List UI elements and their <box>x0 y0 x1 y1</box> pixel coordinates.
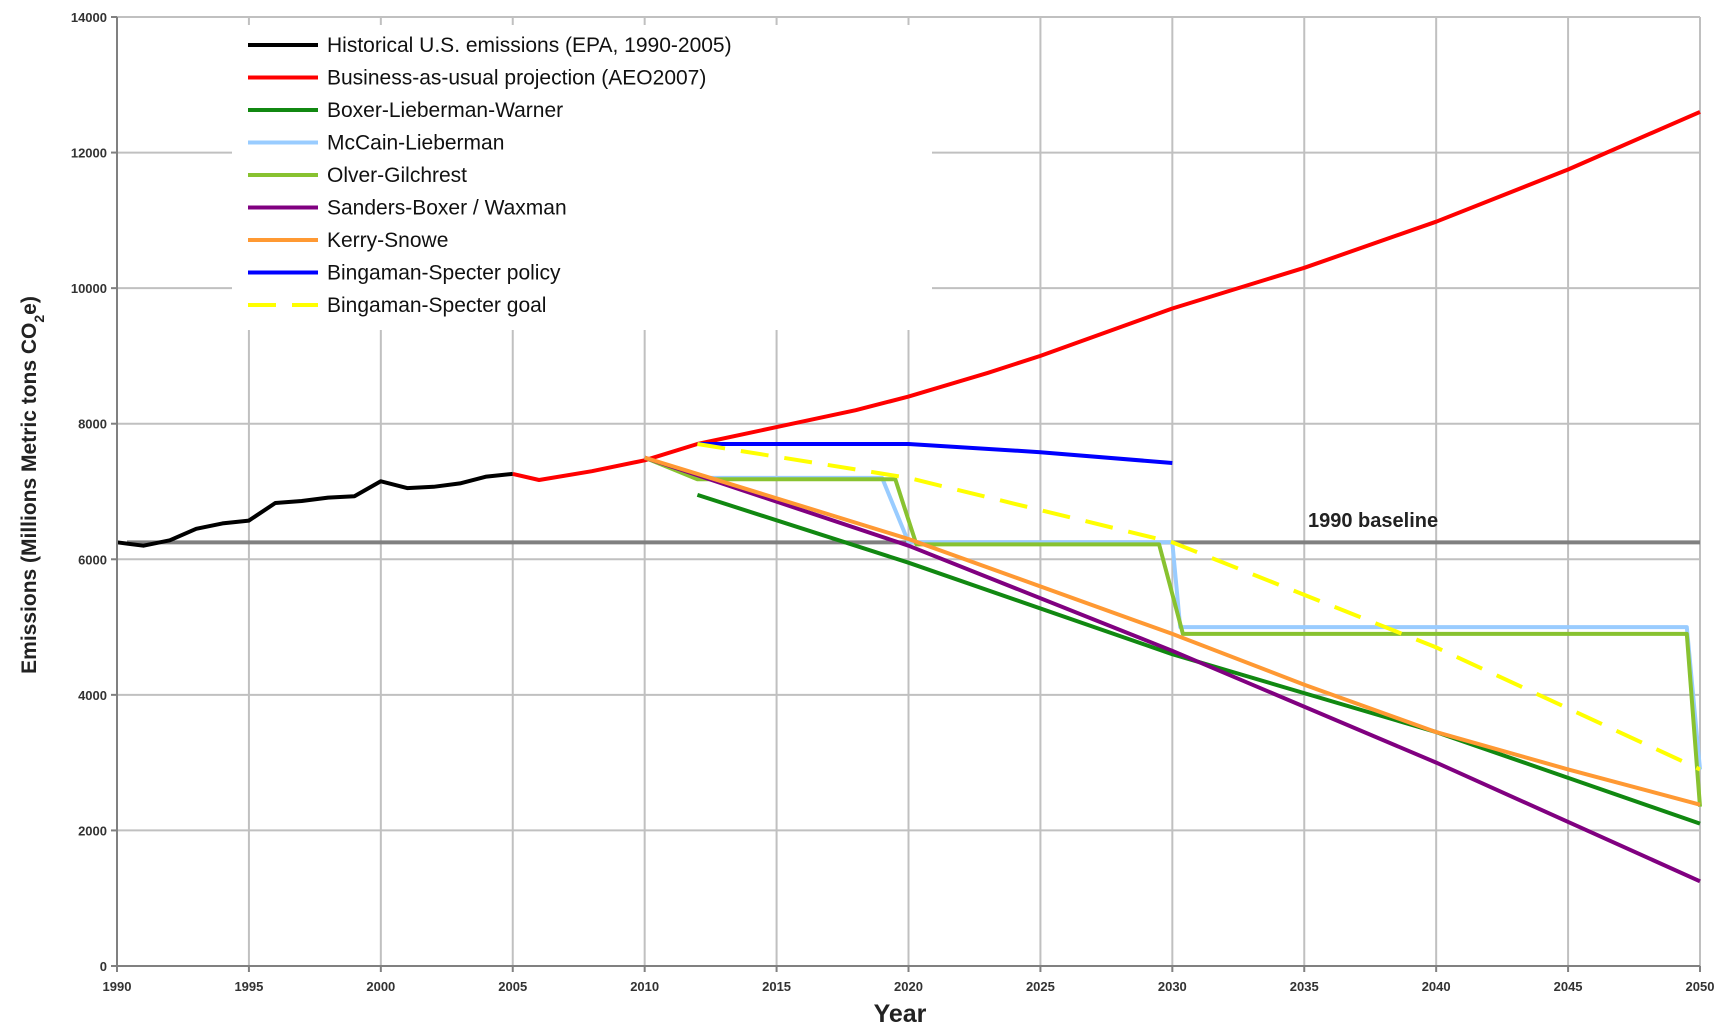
legend-label-8: Bingaman-Specter policy <box>327 262 561 285</box>
legend-label-4: McCain-Lieberman <box>327 132 504 155</box>
x-tick-label-2040: 2040 <box>1422 979 1451 994</box>
legend: Historical U.S. emissions (EPA, 1990-200… <box>232 25 932 330</box>
y-tick-labels: 0 2000 4000 6000 8000 10000 12000 14000 <box>71 10 107 974</box>
x-tick-label-2045: 2045 <box>1554 979 1583 994</box>
legend-label-6: Sanders-Boxer / Waxman <box>327 197 567 220</box>
y-axis-title-main: Emissions (Millions Metric tons CO <box>18 323 41 674</box>
baseline-label: 1990 baseline <box>1308 510 1438 532</box>
series-line-3 <box>696 492 1701 826</box>
x-axis-title: Year <box>874 1000 927 1028</box>
x-tick-label-2020: 2020 <box>894 979 923 994</box>
y-tick-label-12000: 12000 <box>71 146 107 161</box>
series-line-1 <box>116 471 514 548</box>
x-tick-label-1995: 1995 <box>234 979 263 994</box>
y-tick-label-0: 0 <box>100 959 107 974</box>
x-tick-label-2025: 2025 <box>1026 979 1055 994</box>
series-line-7 <box>644 455 1701 807</box>
axes <box>111 16 1701 972</box>
x-tick-label-1990: 1990 <box>103 979 132 994</box>
series-line-9 <box>697 442 1701 772</box>
y-tick-label-2000: 2000 <box>78 823 107 838</box>
y-axis-title-subscript: 2 <box>31 315 47 323</box>
x-tick-label-2035: 2035 <box>1290 979 1319 994</box>
y-tick-label-10000: 10000 <box>71 281 107 296</box>
series-group <box>116 110 1702 884</box>
series-line-5 <box>643 455 1702 807</box>
x-tick-label-2030: 2030 <box>1158 979 1187 994</box>
series-line-2 <box>512 110 1701 482</box>
legend-box <box>232 25 932 330</box>
series-line-8 <box>697 442 1173 465</box>
y-tick-label-4000: 4000 <box>78 688 107 703</box>
x-tick-labels: 1990 1995 2000 2005 2010 2015 2020 2025 2030 2035… <box>103 979 1715 994</box>
x-tick-label-2000: 2000 <box>366 979 395 994</box>
x-tick-label-2015: 2015 <box>762 979 791 994</box>
legend-label-3: Boxer-Lieberman-Warner <box>327 99 563 122</box>
x-tick-label-2050: 2050 <box>1686 979 1715 994</box>
x-tick-label-2005: 2005 <box>498 979 527 994</box>
y-axis-title-end: e) <box>18 296 41 315</box>
legend-label-9: Bingaman-Specter goal <box>327 294 546 317</box>
y-axis-title: Emissions (Millions Metric tons CO2e) <box>18 296 47 674</box>
legend-label-7: Kerry-Snowe <box>327 229 448 252</box>
y-tick-label-6000: 6000 <box>78 552 107 567</box>
legend-label-1: Historical U.S. emissions (EPA, 1990-200… <box>327 34 732 57</box>
legend-label-2: Business-as-usual projection (AEO2007) <box>327 67 706 90</box>
y-tick-label-8000: 8000 <box>78 417 107 432</box>
legend-label-5: Olver-Gilchrest <box>327 164 467 187</box>
y-tick-label-14000: 14000 <box>71 10 107 25</box>
series-line-6 <box>644 455 1701 884</box>
x-tick-label-2010: 2010 <box>630 979 659 994</box>
